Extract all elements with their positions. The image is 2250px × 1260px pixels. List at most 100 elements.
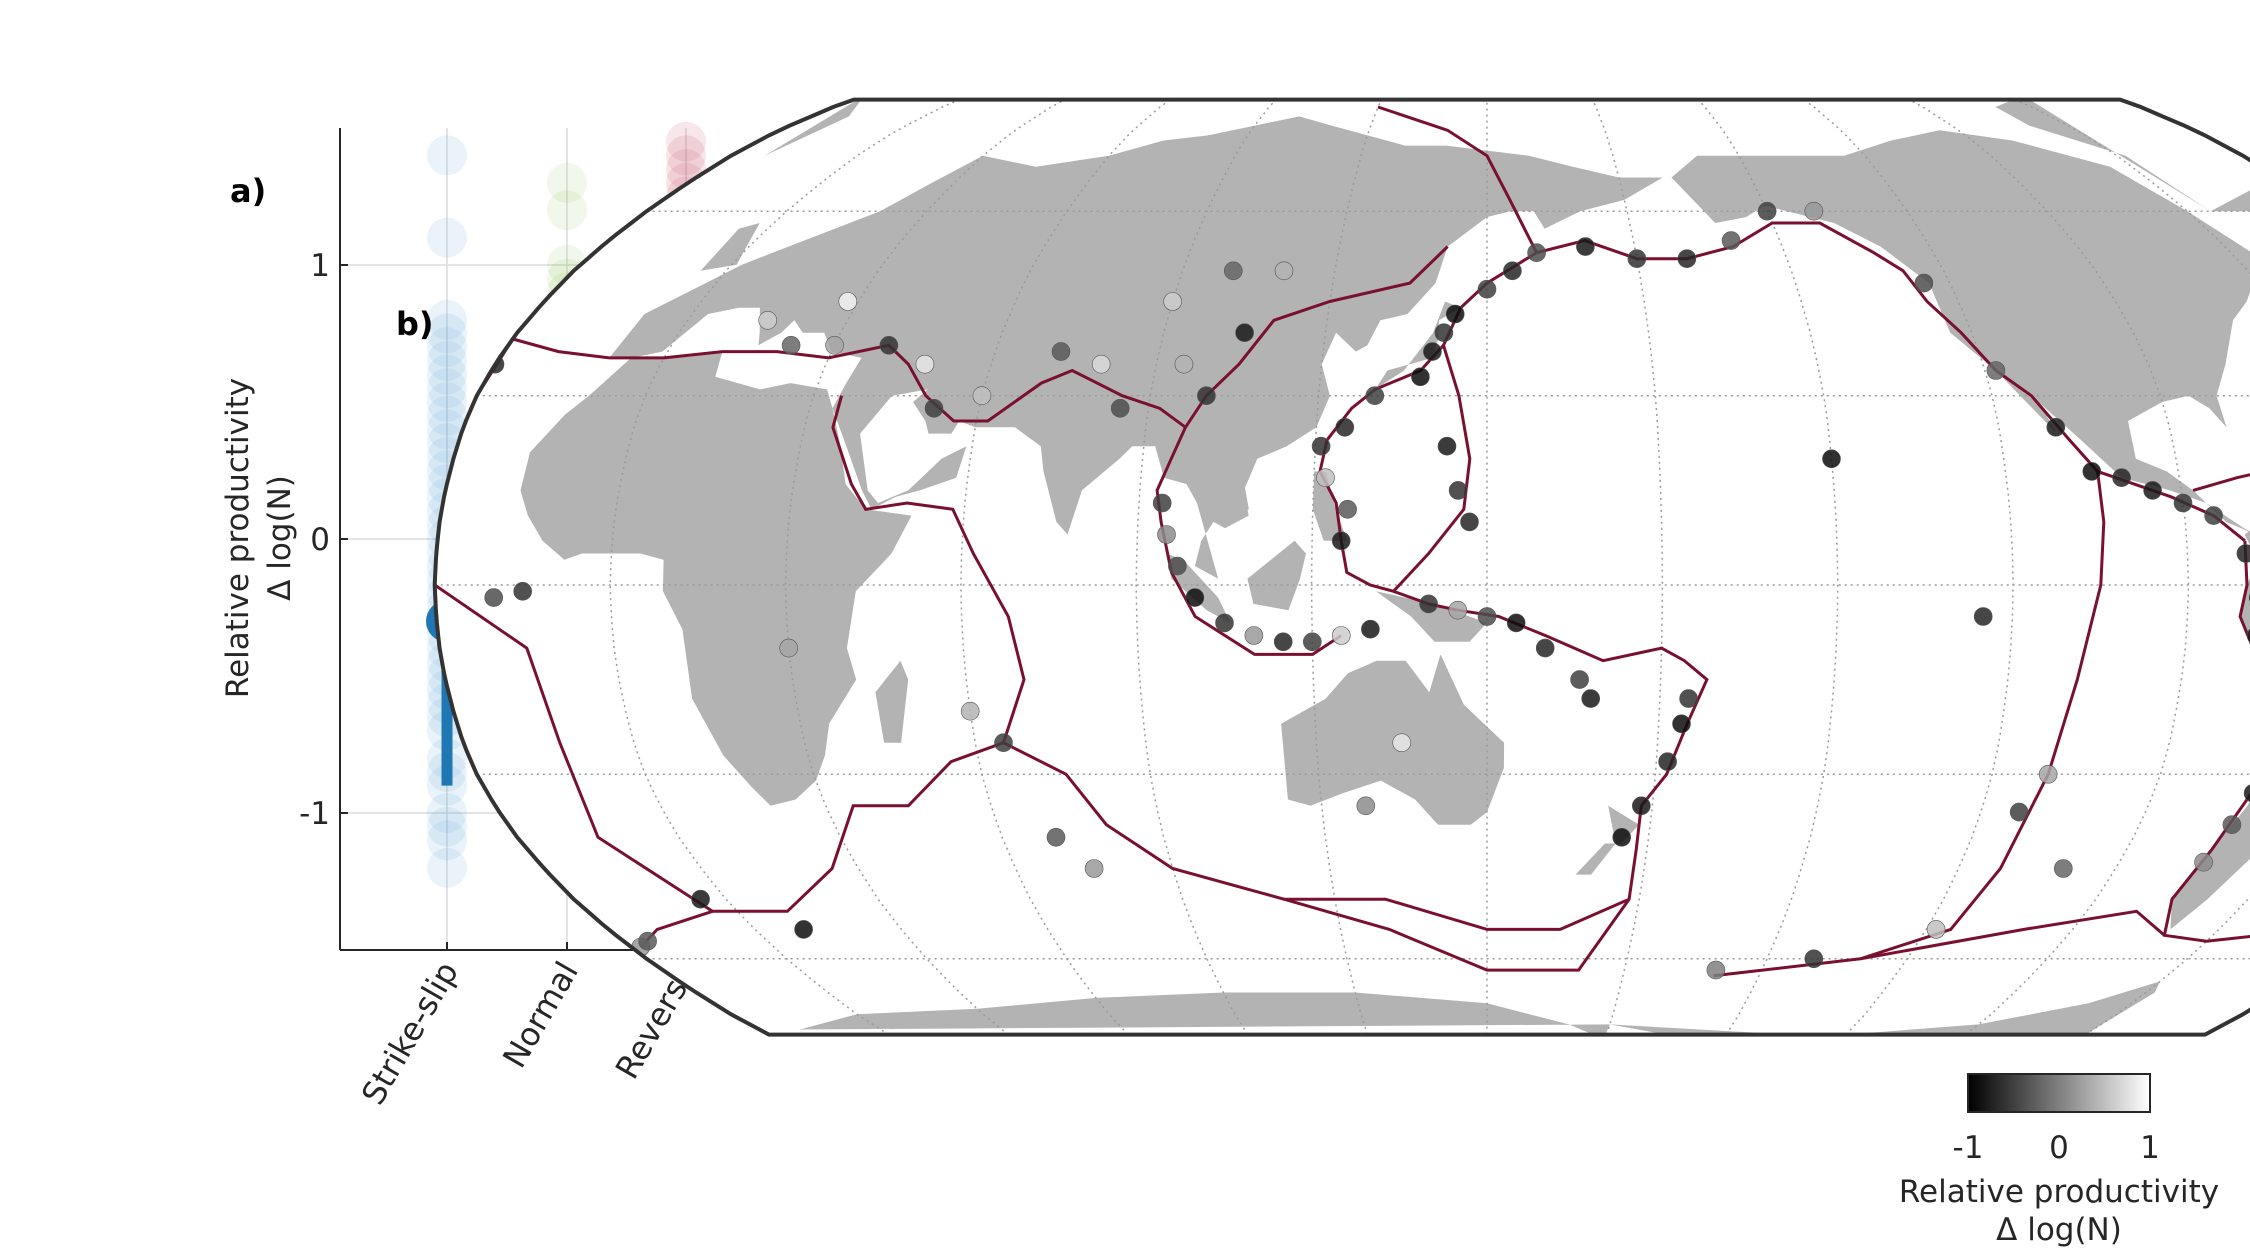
event-point <box>1235 323 1254 343</box>
event-point <box>1110 398 1130 418</box>
event-point <box>1527 243 1546 262</box>
event-point <box>1437 436 1457 456</box>
meridian <box>1803 99 2014 1035</box>
meridian <box>1908 99 2190 1035</box>
event-point <box>1423 342 1442 361</box>
event-point <box>1361 619 1380 639</box>
event-point <box>2143 481 2162 500</box>
event-point <box>2222 815 2242 835</box>
uk-land <box>700 223 760 271</box>
event-point <box>1303 632 1322 652</box>
y-tick-label: -1 <box>299 796 330 832</box>
colorbar: -1 0 1 Relative productivity Δ log(N) <box>1899 1073 2219 1248</box>
event-point <box>2112 468 2131 488</box>
event-point <box>2173 493 2193 513</box>
event-point <box>1335 417 1355 437</box>
event-point <box>1152 493 1172 513</box>
event-point <box>484 588 504 607</box>
event-point <box>1804 949 1824 969</box>
plate-boundary-line <box>1392 344 1472 593</box>
event-point <box>1632 796 1651 816</box>
sample-point <box>427 382 467 422</box>
event-point <box>1163 292 1182 311</box>
colorbar-tick-label: 1 <box>2140 1130 2160 1166</box>
colorbar-label-line2: Δ log(N) <box>1996 1212 2122 1248</box>
event-point <box>1215 613 1234 633</box>
plate-boundary-line <box>512 337 1187 429</box>
event-point <box>2246 626 2250 645</box>
meridian <box>960 99 1171 1035</box>
event-point <box>1046 827 1066 847</box>
event-point <box>1051 342 1071 361</box>
event-point <box>1576 237 1595 256</box>
event-point <box>2243 783 2250 803</box>
event-point <box>972 386 992 406</box>
event-point <box>1757 201 1777 221</box>
sample-point <box>427 340 467 381</box>
event-point <box>779 638 799 658</box>
meridian <box>1310 99 1383 1035</box>
event-point <box>1822 449 1841 469</box>
event-point <box>915 354 935 374</box>
event-point <box>1274 261 1294 281</box>
event-point <box>1570 670 1589 689</box>
event-point <box>2009 802 2029 822</box>
new-guinea-land <box>1376 591 1487 642</box>
event-point <box>2236 544 2250 563</box>
event-point <box>1157 525 1176 544</box>
event-point <box>1273 632 1293 652</box>
panel-b-map <box>432 97 2250 1037</box>
y-tick-label: 0 <box>310 522 330 558</box>
event-point <box>1332 626 1351 645</box>
colorbar-tick-label: -1 <box>1953 1130 1984 1166</box>
event-point <box>2204 506 2223 525</box>
event-point <box>1316 468 1335 488</box>
event-point <box>1986 361 2006 380</box>
sample-point <box>427 313 467 354</box>
event-point <box>1174 354 1194 374</box>
meridian <box>2014 99 2250 1035</box>
meridian <box>1697 99 1839 1035</box>
event-point <box>1084 859 1104 878</box>
land-masses <box>520 99 2250 1035</box>
sample-point <box>427 299 467 340</box>
y-tick-label: 1 <box>310 248 330 284</box>
panel-b-label: b) <box>396 305 434 343</box>
plate-boundary-line <box>1283 897 1631 972</box>
event-point <box>2082 462 2102 481</box>
meridian <box>1591 99 1664 1035</box>
event-point <box>691 889 710 909</box>
event-point <box>1197 386 1216 406</box>
sample-point <box>547 162 587 203</box>
event-point <box>1224 261 1243 281</box>
event-point <box>960 701 980 721</box>
event-point <box>1445 304 1465 324</box>
event-point <box>758 310 778 330</box>
meridian <box>609 99 960 1035</box>
event-point <box>1448 600 1468 620</box>
y-axis-label-line2: Δ log(N) <box>262 475 298 601</box>
event-point <box>638 931 657 951</box>
event-point <box>1612 827 1631 847</box>
sample-point <box>547 190 587 231</box>
event-point <box>1477 607 1497 626</box>
event-point <box>1419 594 1438 614</box>
y-axis-label-line1: Relative productivity <box>220 378 256 698</box>
sample-point <box>427 217 467 258</box>
sample-point <box>427 793 467 833</box>
event-point <box>1365 386 1385 406</box>
antarctica-land <box>799 981 2160 1035</box>
event-point <box>1658 752 1677 772</box>
event-point <box>1460 512 1479 532</box>
meridian <box>784 99 1066 1035</box>
borneo-land <box>1247 540 1306 611</box>
indochina-land <box>1197 458 1249 516</box>
plate-boundary-line <box>1860 471 2106 961</box>
meridian <box>1135 99 1277 1035</box>
event-point <box>1477 279 1497 299</box>
event-point <box>1185 588 1205 607</box>
event-point <box>1679 689 1698 708</box>
north-america-land <box>1671 130 2250 535</box>
sample-point <box>666 121 706 162</box>
australia-land <box>1281 654 1505 825</box>
